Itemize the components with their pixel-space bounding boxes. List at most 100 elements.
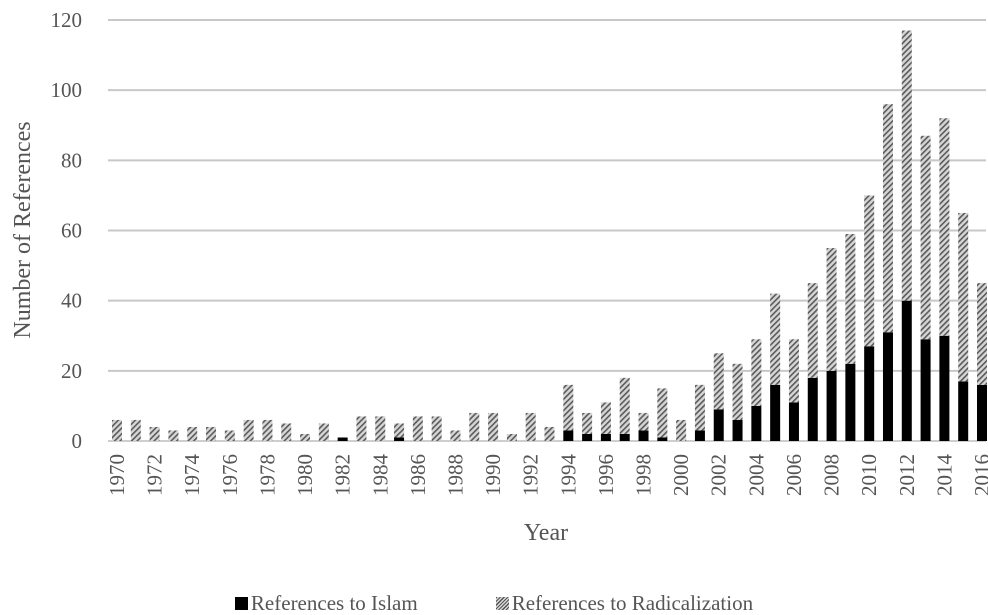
bar-radicalization-2013 <box>920 135 931 340</box>
x-tick-label: 1996 <box>594 454 618 496</box>
y-tick-label: 0 <box>72 429 83 453</box>
x-tick-label: 1994 <box>556 454 580 497</box>
bar-radicalization-1970 <box>112 419 122 441</box>
bar-radicalization-2007 <box>807 283 818 378</box>
bar-radicalization-1981 <box>318 423 329 441</box>
bar-radicalization-1988 <box>450 430 461 441</box>
x-tick-label: 1988 <box>443 454 467 496</box>
y-tick-label: 60 <box>61 219 82 243</box>
bar-radicalization-1980 <box>300 433 311 441</box>
bar-islam-2013 <box>920 339 931 441</box>
bar-radicalization-2001 <box>694 384 705 431</box>
bar-radicalization-1995 <box>582 412 593 434</box>
bar-islam-2014 <box>939 335 950 441</box>
bar-radicalization-2005 <box>770 293 781 385</box>
x-tick-label: 2002 <box>707 454 731 496</box>
bar-radicalization-1985 <box>394 423 405 438</box>
bar-radicalization-1974 <box>187 426 198 441</box>
bar-radicalization-2010 <box>864 195 875 347</box>
x-tick-label: 1972 <box>143 454 167 496</box>
bar-islam-2010 <box>864 346 875 441</box>
bar-radicalization-1986 <box>412 416 423 441</box>
bar-radicalization-2009 <box>845 234 856 364</box>
x-tick-label: 1970 <box>105 454 129 496</box>
bars <box>112 30 987 441</box>
bar-islam-2012 <box>901 300 912 441</box>
x-tick-label: 2006 <box>782 454 806 496</box>
bar-islam-2006 <box>788 402 799 441</box>
x-tick-labels: 1970 1972 1974 1976 1978 1980 1982 1984 1986 1988… <box>105 454 988 497</box>
x-axis-title: Year <box>524 520 568 546</box>
bar-islam-2001 <box>694 430 705 441</box>
bar-islam-2003 <box>732 419 743 441</box>
bar-radicalization-1999 <box>657 388 668 438</box>
legend-label-radicalization: References to Radicalization <box>511 590 754 615</box>
bar-islam-2009 <box>845 363 856 441</box>
bar-radicalization-2004 <box>751 339 762 406</box>
legend-swatch-islam <box>234 596 248 610</box>
bar-radicalization-2003 <box>732 363 743 420</box>
bar-islam-2002 <box>713 409 724 441</box>
bar-radicalization-1971 <box>130 419 141 441</box>
bar-radicalization-1992 <box>525 412 536 441</box>
bar-radicalization-2014 <box>939 118 950 336</box>
x-tick-label: 2010 <box>857 454 881 496</box>
bar-radicalization-1990 <box>488 412 499 441</box>
bar-radicalization-1977 <box>243 419 254 441</box>
x-tick-label: 1974 <box>180 454 204 497</box>
y-tick-labels: 0 20 40 60 80 100 120 <box>51 8 83 453</box>
x-tick-label: 1998 <box>632 454 656 496</box>
bar-islam-2004 <box>751 405 762 441</box>
x-tick-label: 2000 <box>669 454 693 496</box>
bar-radicalization-1991 <box>506 433 517 441</box>
y-tick-label: 40 <box>61 289 82 313</box>
y-tick-label: 80 <box>61 148 82 172</box>
bar-radicalization-2016 <box>977 283 987 385</box>
bar-radicalization-2000 <box>676 419 687 441</box>
bar-radicalization-1998 <box>638 412 649 431</box>
bar-radicalization-1984 <box>375 416 386 441</box>
bar-islam-2007 <box>807 377 818 441</box>
bar-islam-2008 <box>826 370 837 441</box>
x-tick-label: 1978 <box>255 454 279 496</box>
bar-islam-1999 <box>657 437 668 441</box>
legend-swatch-radicalization <box>495 596 509 610</box>
bar-radicalization-1979 <box>281 423 292 441</box>
y-tick-label: 100 <box>51 78 83 102</box>
bar-radicalization-1972 <box>149 426 160 441</box>
bar-radicalization-1976 <box>224 430 235 441</box>
gridlines <box>108 19 986 442</box>
legend-label-islam: References to Islam <box>250 590 418 615</box>
x-tick-label: 1980 <box>293 454 317 496</box>
bar-radicalization-2002 <box>713 353 724 410</box>
bar-islam-1998 <box>638 430 649 441</box>
x-tick-label: 2008 <box>820 454 844 496</box>
y-tick-label: 20 <box>61 359 82 383</box>
bar-radicalization-1973 <box>168 430 179 441</box>
bar-radicalization-1994 <box>563 384 574 431</box>
bar-islam-1982 <box>337 437 348 441</box>
bar-radicalization-2012 <box>901 30 912 301</box>
x-tick-label: 1990 <box>481 454 505 496</box>
bar-radicalization-1993 <box>544 426 555 441</box>
x-tick-label: 1984 <box>368 454 392 497</box>
bar-islam-1985 <box>394 437 405 441</box>
x-tick-label: 1986 <box>406 454 430 496</box>
bar-radicalization-1975 <box>206 426 217 441</box>
x-tick-label: 2014 <box>932 454 956 497</box>
bar-radicalization-1996 <box>600 402 611 434</box>
x-tick-label: 1976 <box>218 454 242 496</box>
bar-radicalization-1989 <box>469 412 480 441</box>
bar-islam-2005 <box>770 384 781 441</box>
bar-islam-1995 <box>582 433 593 441</box>
bar-radicalization-2011 <box>882 104 893 333</box>
bar-radicalization-1987 <box>431 416 442 441</box>
bar-islam-2011 <box>882 332 893 441</box>
bar-radicalization-1983 <box>356 416 367 441</box>
legend-item-islam: References to Islam <box>234 590 418 615</box>
bar-islam-1996 <box>600 433 611 441</box>
y-axis-title: Number of References <box>10 121 36 338</box>
bar-radicalization-2008 <box>826 248 837 371</box>
